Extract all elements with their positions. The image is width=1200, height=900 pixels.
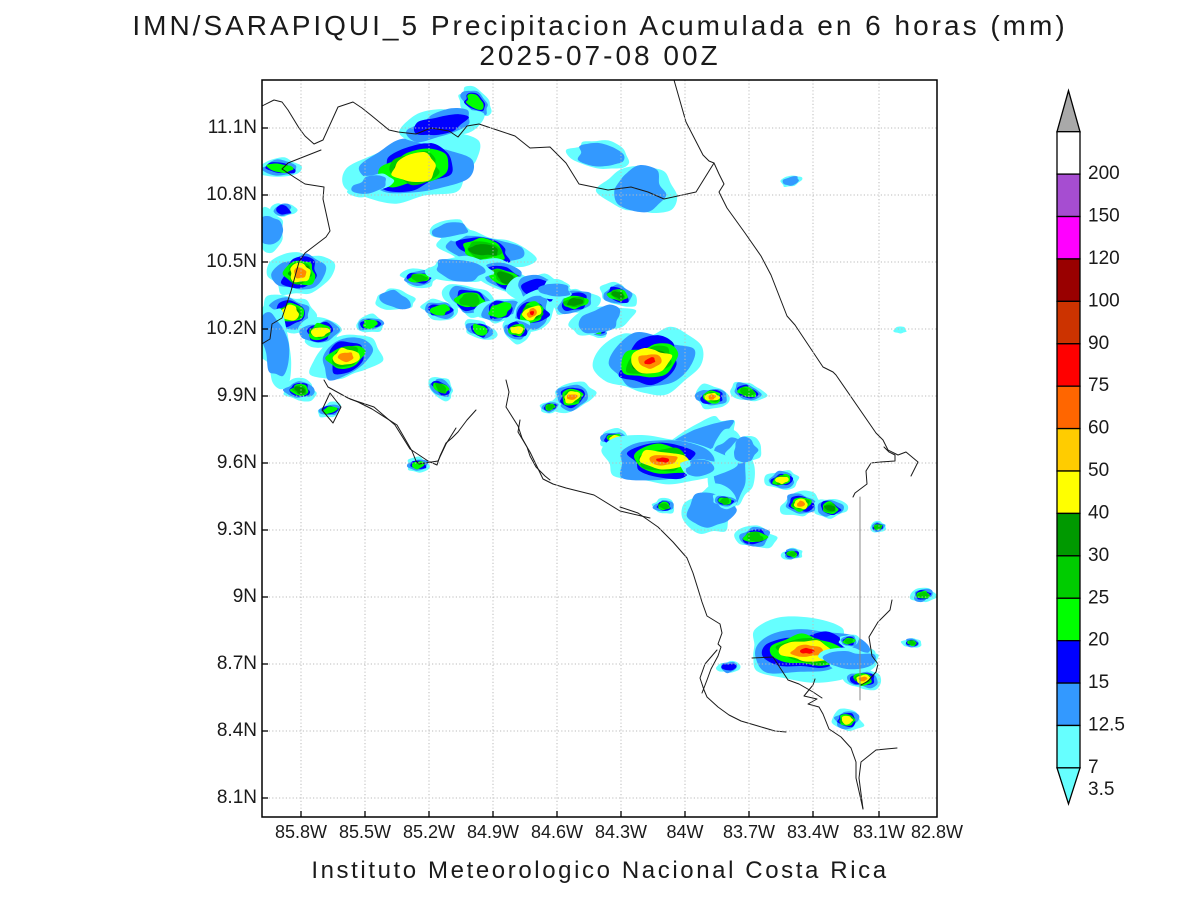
svg-text:40: 40	[1088, 502, 1109, 523]
svg-text:120: 120	[1088, 248, 1120, 269]
svg-text:3.5: 3.5	[1088, 779, 1114, 800]
svg-text:15: 15	[1088, 672, 1109, 693]
svg-text:50: 50	[1088, 460, 1109, 481]
svg-text:20: 20	[1088, 630, 1109, 651]
svg-text:60: 60	[1088, 418, 1109, 439]
svg-text:90: 90	[1088, 333, 1109, 354]
svg-text:100: 100	[1088, 290, 1120, 311]
svg-text:75: 75	[1088, 375, 1109, 396]
svg-text:25: 25	[1088, 587, 1109, 608]
svg-text:30: 30	[1088, 545, 1109, 566]
svg-text:7: 7	[1088, 757, 1099, 778]
svg-text:12.5: 12.5	[1088, 715, 1125, 736]
svg-text:150: 150	[1088, 206, 1120, 227]
svg-text:200: 200	[1088, 163, 1120, 184]
